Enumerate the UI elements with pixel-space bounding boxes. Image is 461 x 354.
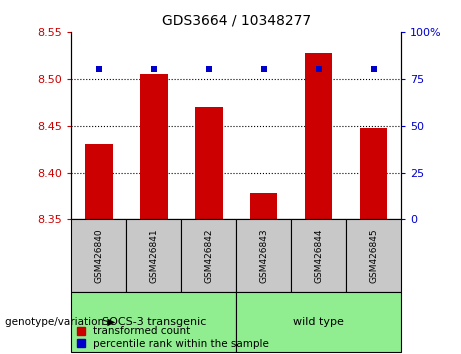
Bar [250, 193, 278, 219]
Bar [360, 127, 387, 219]
Text: GSM426840: GSM426840 [95, 228, 103, 283]
Text: genotype/variation ▶: genotype/variation ▶ [5, 317, 115, 327]
Bar [85, 144, 112, 219]
Bar [140, 74, 168, 219]
Bar [195, 107, 223, 219]
Text: GSM426843: GSM426843 [259, 228, 268, 283]
Text: wild type: wild type [293, 317, 344, 327]
Text: GSM426844: GSM426844 [314, 229, 323, 283]
Text: GSM426841: GSM426841 [149, 228, 159, 283]
Legend: transformed count, percentile rank within the sample: transformed count, percentile rank withi… [77, 326, 269, 349]
Text: SOCS-3 transgenic: SOCS-3 transgenic [102, 317, 206, 327]
Bar [305, 53, 332, 219]
Title: GDS3664 / 10348277: GDS3664 / 10348277 [162, 14, 311, 28]
Text: GSM426842: GSM426842 [204, 229, 213, 283]
Text: GSM426845: GSM426845 [369, 228, 378, 283]
